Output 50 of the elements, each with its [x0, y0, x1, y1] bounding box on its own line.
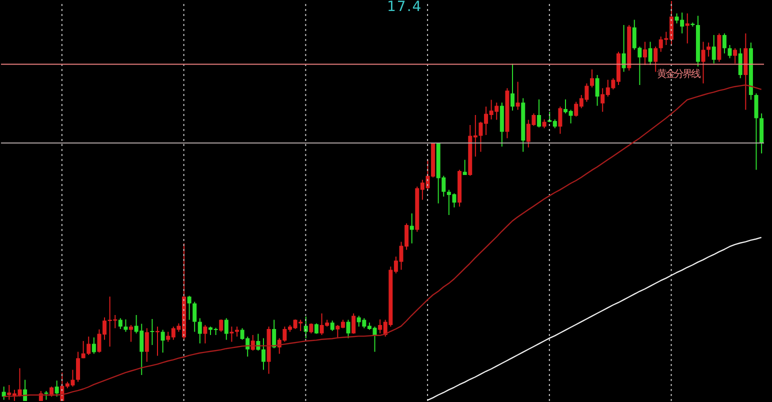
- candlestick: [304, 316, 308, 339]
- candlestick: [224, 318, 228, 340]
- candlestick: [150, 318, 154, 346]
- candlestick: [272, 319, 276, 349]
- candlestick: [346, 319, 350, 339]
- candlestick: [738, 48, 742, 79]
- candlestick: [187, 295, 192, 320]
- candlestick: [462, 159, 467, 176]
- candlestick: [654, 46, 658, 72]
- candlestick: [537, 98, 542, 128]
- candlestick: [728, 44, 732, 59]
- candlestick: [230, 326, 234, 342]
- candlestick: [516, 81, 520, 110]
- candlestick: [198, 318, 202, 344]
- candlestick: [219, 318, 224, 332]
- candlestick: [754, 92, 758, 170]
- candlestick: [632, 19, 636, 50]
- candlestick: [76, 351, 80, 382]
- candlestick: [352, 312, 356, 334]
- candlestick: [595, 74, 600, 106]
- candlestick: [648, 41, 652, 66]
- candlestick: [330, 320, 334, 332]
- candlestick: [124, 318, 128, 332]
- candlestick: [622, 24, 626, 72]
- candlestick: [733, 48, 738, 64]
- candlestick: [309, 322, 314, 334]
- candlestick: [92, 336, 96, 354]
- candlestick: [590, 68, 594, 88]
- candlestick: [203, 324, 208, 344]
- candlestick: [50, 386, 54, 398]
- candlestick: [118, 318, 122, 330]
- candlestick: [192, 301, 197, 332]
- candlestick: [510, 63, 515, 112]
- candlestick: [722, 32, 726, 54]
- candlestick: [642, 41, 647, 66]
- candlestick: [410, 212, 414, 244]
- ref-line-label: 黄金分界线: [657, 68, 701, 80]
- candlestick: [558, 106, 562, 134]
- candlestick: [144, 328, 149, 362]
- candlestick: [314, 322, 318, 334]
- candlestick: [54, 380, 59, 398]
- candlestick: [685, 12, 690, 44]
- candlestick: [129, 324, 134, 342]
- candlestick: [706, 42, 711, 58]
- annotation: 17.4: [387, 0, 422, 15]
- candlestick: [712, 34, 716, 64]
- candlestick: [160, 329, 165, 354]
- candlestick: [234, 326, 239, 338]
- candlestick: [638, 46, 642, 86]
- candlestick: [701, 41, 706, 84]
